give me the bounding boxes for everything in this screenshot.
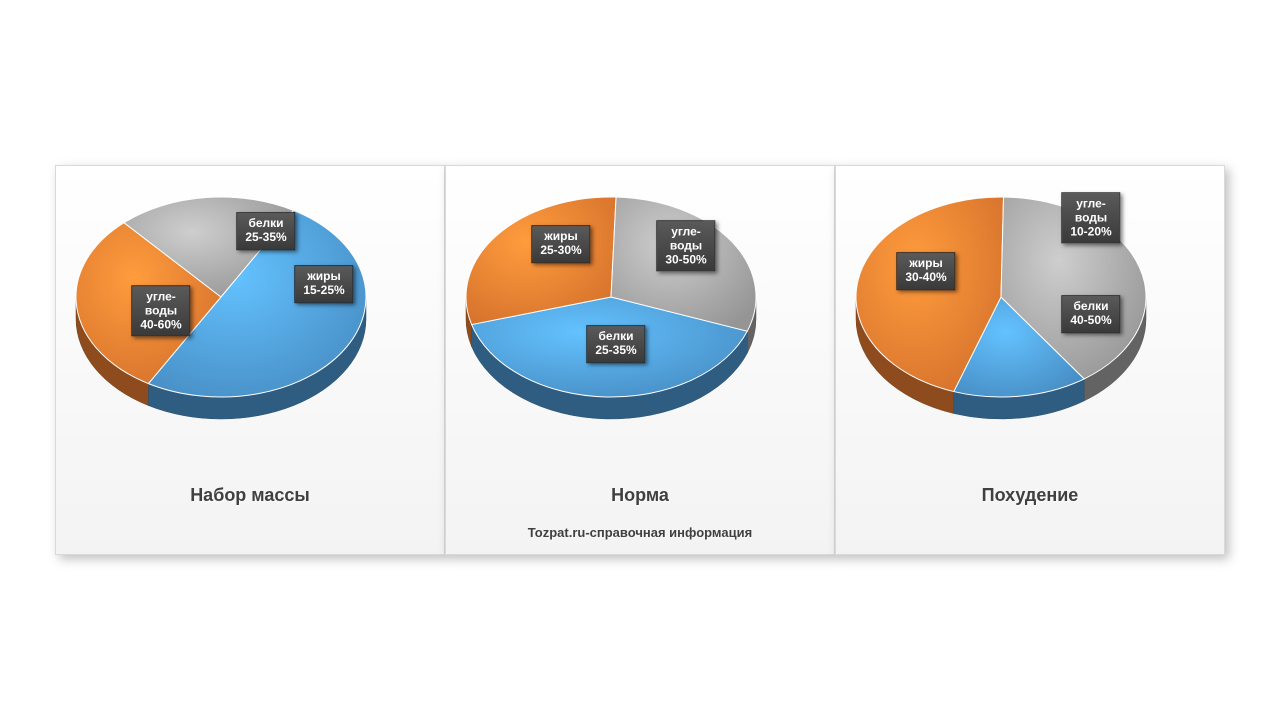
label-mass-gain-carbs: угле- воды 40-60% [131,285,190,336]
label-weight-loss-carbs: угле- воды 10-20% [1061,192,1120,243]
label-weight-loss-protein: белки 40-50% [1061,295,1120,333]
label-mass-gain-protein: белки 25-35% [236,212,295,250]
title-mass-gain: Набор массы [56,485,444,506]
title-norm: Норма [446,485,834,506]
panel-mass-gain: белки 25-35% жиры 15-25% угле- воды 40-60%… [55,165,445,555]
panel-norm: угле- воды 30-50% белки 25-35% жиры 25-30%… [445,165,835,555]
chart-panels: белки 25-35% жиры 15-25% угле- воды 40-60%… [55,165,1225,555]
label-norm-protein: белки 25-35% [586,325,645,363]
title-weight-loss: Похудение [836,485,1224,506]
label-weight-loss-fat: жиры 30-40% [896,252,955,290]
label-norm-carbs: угле- воды 30-50% [656,220,715,271]
panel-weight-loss: угле- воды 10-20% белки 40-50% жиры 30-40%… [835,165,1225,555]
label-norm-fat: жиры 25-30% [531,225,590,263]
source-line: Tozpat.ru-справочная информация [446,525,834,540]
label-mass-gain-fat: жиры 15-25% [294,265,353,303]
